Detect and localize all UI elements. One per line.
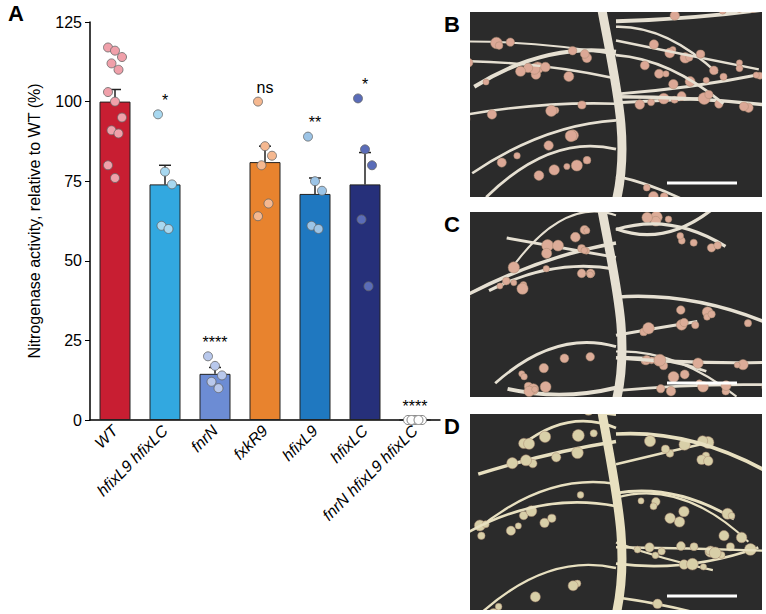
svg-text:25: 25 (64, 332, 82, 349)
html-text:B: B (444, 12, 460, 37)
svg-text:hfixLC: hfixLC (327, 422, 371, 466)
svg-text:75: 75 (64, 173, 82, 190)
html-text:C: C (444, 212, 460, 237)
svg-text:*: * (362, 76, 368, 93)
svg-text:100: 100 (55, 93, 82, 110)
html-text:D: D (444, 414, 460, 439)
svg-text:fnrN: fnrN (188, 422, 222, 456)
svg-text:125: 125 (55, 14, 82, 31)
svg-text:hfixL9 hfixLC: hfixL9 hfixLC (94, 422, 172, 500)
svg-text:****: **** (403, 398, 428, 415)
svg-text:Nitrogenase activity, relative: Nitrogenase activity, relative to WT (%) (26, 83, 43, 358)
svg-text:fxkR9: fxkR9 (230, 422, 271, 463)
svg-text:fnrN hfixL9 hfixLC: fnrN hfixL9 hfixLC (319, 422, 421, 524)
svg-text:**: ** (309, 114, 321, 131)
svg-text:50: 50 (64, 252, 82, 269)
svg-text:WT: WT (91, 421, 121, 451)
svg-text:ns: ns (257, 79, 274, 96)
svg-text:A: A (8, 1, 24, 26)
svg-text:0: 0 (73, 412, 82, 429)
svg-text:*: * (162, 92, 168, 109)
svg-text:****: **** (203, 334, 228, 351)
svg-text:hfixL9: hfixL9 (279, 422, 321, 464)
